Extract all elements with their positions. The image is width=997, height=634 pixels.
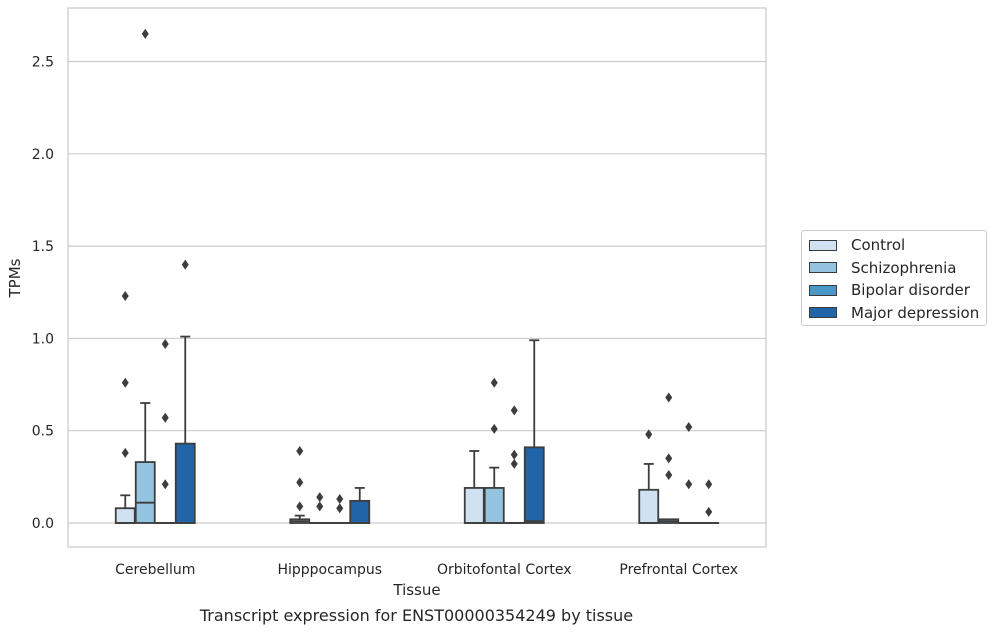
- box-group: [678, 422, 700, 524]
- box-body: [349, 499, 371, 524]
- outlier-point: [336, 494, 344, 505]
- grid-lines: [68, 60, 766, 524]
- x-tick-label: Hipppocampus: [277, 562, 382, 578]
- outlier-point: [121, 290, 129, 301]
- legend-item-bipolar-disorder: Bipolar disorder: [809, 279, 986, 302]
- outlier-point: [121, 377, 129, 388]
- chart-caption: Transcript expression for ENST0000035424…: [199, 606, 634, 625]
- x-tick-label: Cerebellum: [115, 562, 195, 578]
- outlier-point: [161, 338, 169, 349]
- y-tick-label: 2.5: [32, 55, 54, 71]
- box-group: [658, 392, 680, 524]
- outlier-point: [665, 392, 673, 403]
- outlier-point: [705, 506, 713, 517]
- outlier-point: [141, 28, 149, 39]
- box-group: [329, 494, 351, 524]
- outlier-point: [161, 412, 169, 423]
- box-layer: [114, 28, 720, 524]
- legend-item-control: Control: [809, 234, 986, 257]
- box-group: [483, 377, 505, 524]
- box-body: [134, 461, 156, 524]
- outlier-point: [510, 458, 518, 469]
- outlier-point: [161, 479, 169, 490]
- y-axis-title: TPMs: [6, 258, 24, 298]
- box-body: [523, 446, 545, 524]
- x-axis-title: Tissue: [392, 581, 440, 599]
- legend-swatch-schizophrenia: [809, 262, 837, 274]
- outlier-point: [645, 429, 653, 440]
- box-group: [698, 479, 720, 524]
- box-group: [114, 290, 136, 524]
- box-group: [638, 429, 660, 524]
- outlier-point: [510, 449, 518, 460]
- box-group: [463, 450, 485, 524]
- outlier-point: [296, 501, 304, 512]
- legend-label-schizophrenia: Schizophrenia: [851, 258, 957, 277]
- box-body: [114, 507, 136, 524]
- y-tick-label: 0.5: [32, 424, 54, 440]
- box-body: [483, 487, 505, 524]
- legend-label-major-depression: Major depression: [851, 303, 980, 322]
- legend-label-bipolar-disorder: Bipolar disorder: [851, 281, 970, 300]
- outlier-point: [316, 492, 324, 503]
- x-tick-labels: Cerebellum Hipppocampus Orbitofontal Corte…: [115, 562, 738, 578]
- box-body: [463, 487, 485, 524]
- y-tick-label: 1.5: [32, 239, 54, 255]
- box-group: [523, 339, 545, 524]
- box-body: [174, 442, 196, 524]
- legend-label-control: Control: [851, 236, 906, 255]
- x-tick-label: Orbitofontal Cortex: [437, 562, 572, 578]
- y-tick-labels: 0.0 0.5 1.0 1.5 2.0 2.5: [32, 55, 54, 532]
- outlier-point: [490, 423, 498, 434]
- outlier-point: [336, 503, 344, 514]
- box-body: [638, 488, 660, 524]
- y-tick-label: 2.0: [32, 147, 54, 163]
- legend-item-schizophrenia: Schizophrenia: [809, 257, 986, 280]
- box-group: [134, 28, 156, 524]
- plot-frame: [67, 7, 767, 548]
- outlier-point: [181, 259, 189, 270]
- legend-swatch-bipolar-disorder: [809, 284, 837, 296]
- box-group: [174, 259, 196, 524]
- legend-item-major-depression: Major depression: [809, 302, 986, 325]
- outlier-point: [296, 446, 304, 457]
- box-group: [309, 492, 331, 524]
- y-tick-label: 1.0: [32, 331, 54, 347]
- outlier-point: [685, 422, 693, 433]
- outlier-point: [685, 479, 693, 490]
- outlier-point: [490, 377, 498, 388]
- outlier-point: [510, 405, 518, 416]
- y-tick-label: 0.0: [32, 516, 54, 532]
- x-tick-label: Prefrontal Cortex: [619, 562, 738, 578]
- legend-swatch-control: [809, 239, 837, 251]
- outlier-point: [121, 447, 129, 458]
- box-group: [289, 446, 311, 524]
- box-group: [349, 487, 371, 524]
- outlier-point: [665, 453, 673, 464]
- box-group: [503, 405, 525, 524]
- legend: Control Schizophrenia Bipolar disorder M…: [801, 230, 987, 326]
- outlier-point: [705, 479, 713, 490]
- outlier-point: [296, 477, 304, 488]
- outlier-point: [665, 470, 673, 481]
- legend-swatch-major-depression: [809, 307, 837, 319]
- box-group: [154, 338, 176, 524]
- outlier-point: [316, 501, 324, 512]
